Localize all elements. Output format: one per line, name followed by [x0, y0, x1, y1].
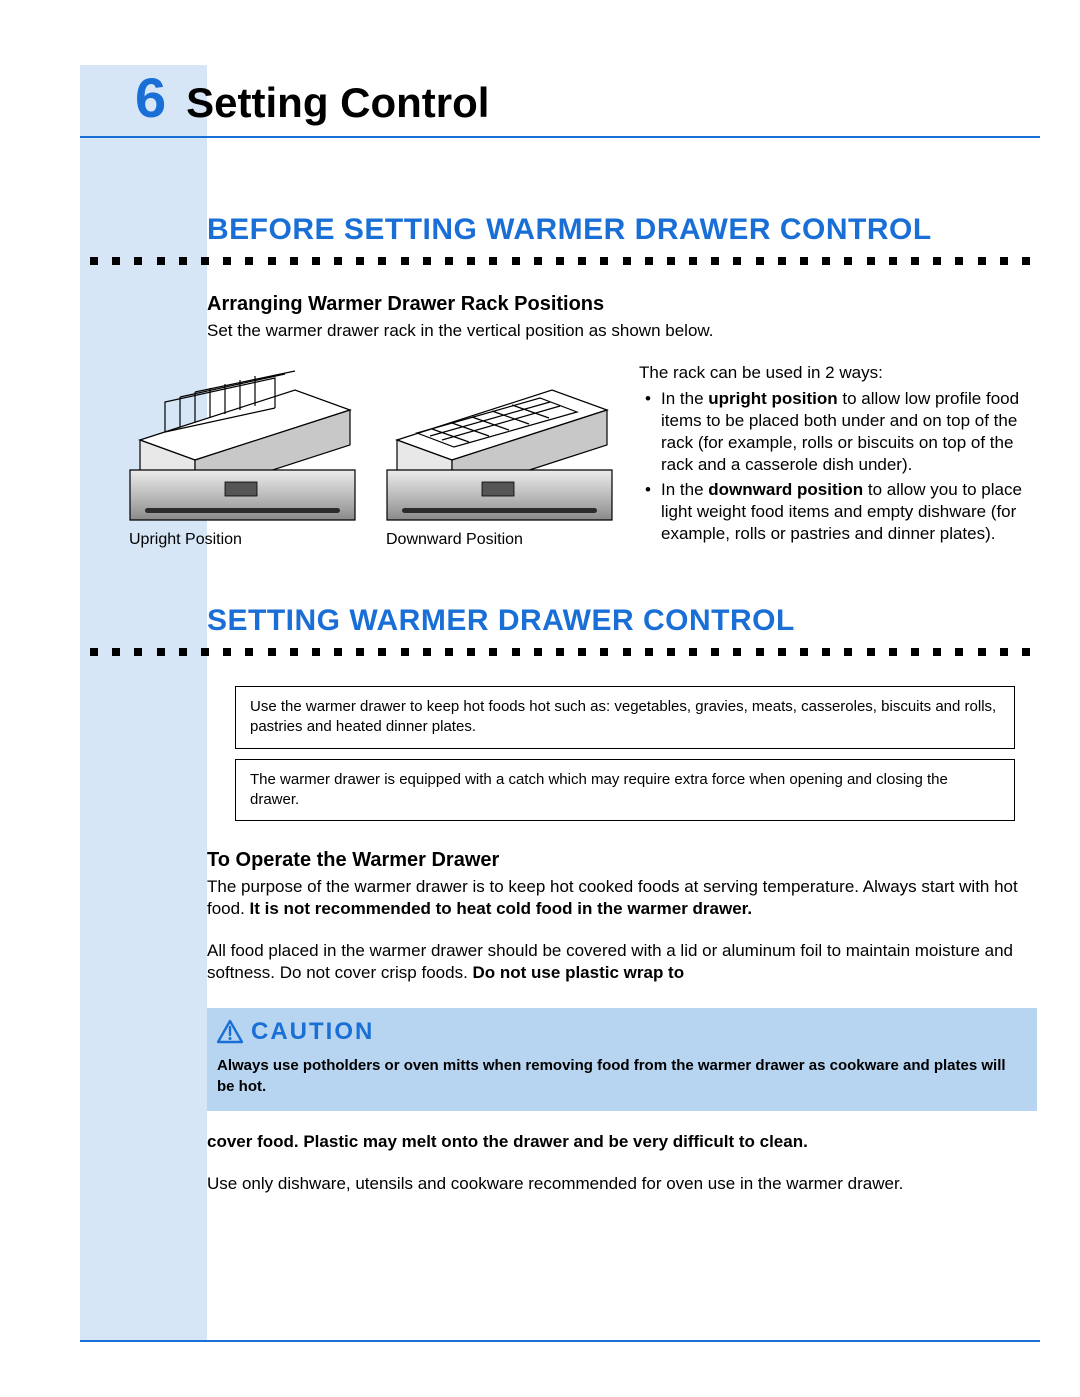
content-area: 6 Setting Control BEFORE SETTING WARMER … [80, 65, 1040, 1195]
section-before-setting: BEFORE SETTING WARMER DRAWER CONTROL Arr… [80, 213, 1040, 549]
paragraph: Use only dishware, utensils and cookware… [207, 1173, 1027, 1195]
figure-caption: Downward Position [382, 531, 523, 549]
note-box: Use the warmer drawer to keep hot foods … [235, 686, 1015, 749]
text: In the [661, 389, 708, 408]
bold-text: downward position [708, 480, 863, 499]
page: 6 Setting Control BEFORE SETTING WARMER … [0, 0, 1080, 1397]
intro-text: Set the warmer drawer rack in the vertic… [207, 320, 1027, 342]
bold-text: cover food. Plastic may melt onto the dr… [207, 1132, 808, 1151]
chapter-title: Setting Control [186, 79, 489, 127]
subheading-operate: To Operate the Warmer Drawer [207, 849, 1040, 872]
drawer-upright-illustration [125, 360, 360, 525]
figure-caption: Upright Position [125, 531, 242, 549]
paragraph: All food placed in the warmer drawer sho… [207, 940, 1027, 984]
chapter-header: 6 Setting Control [80, 65, 1040, 130]
rack-usage-description: The rack can be used in 2 ways: In the u… [639, 360, 1034, 549]
caution-label: CAUTION [251, 1018, 374, 1046]
rack-intro-text: The rack can be used in 2 ways: [639, 362, 1034, 384]
figures-row: Upright Position [125, 360, 1040, 549]
footer-rule [80, 1340, 1040, 1342]
caution-header: CAUTION [207, 1018, 1037, 1046]
bold-text: Do not use plastic wrap to [473, 963, 685, 982]
warning-triangle-icon [217, 1019, 243, 1045]
text: In the [661, 480, 708, 499]
chapter-number: 6 [135, 65, 166, 130]
subheading-rack-positions: Arranging Warmer Drawer Rack Positions [207, 293, 1040, 316]
header-rule [80, 136, 1040, 138]
section-heading: BEFORE SETTING WARMER DRAWER CONTROL [207, 213, 1040, 247]
list-item: In the downward position to allow you to… [639, 479, 1034, 545]
caution-box: CAUTION Always use potholders or oven mi… [207, 1008, 1037, 1111]
list-item: In the upright position to allow low pro… [639, 388, 1034, 476]
figure-downward: Downward Position [382, 360, 617, 549]
paragraph: The purpose of the warmer drawer is to k… [207, 876, 1027, 920]
drawer-downward-illustration [382, 360, 617, 525]
bold-text: upright position [708, 389, 837, 408]
bold-text: It is not recommended to heat cold food … [250, 899, 753, 918]
section-heading: SETTING WARMER DRAWER CONTROL [207, 604, 1040, 638]
section-setting-control: SETTING WARMER DRAWER CONTROL Use the wa… [80, 604, 1040, 1195]
paragraph: cover food. Plastic may melt onto the dr… [207, 1131, 1027, 1153]
dotted-separator [80, 648, 1040, 656]
figure-upright: Upright Position [125, 360, 360, 549]
note-box: The warmer drawer is equipped with a cat… [235, 759, 1015, 822]
caution-body: Always use potholders or oven mitts when… [207, 1046, 1037, 1097]
dotted-separator [80, 257, 1040, 265]
